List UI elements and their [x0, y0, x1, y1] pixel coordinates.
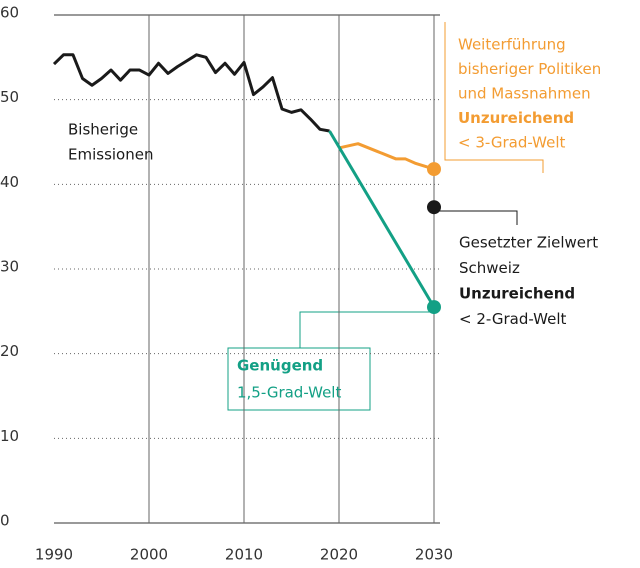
green-connector: [299, 311, 434, 348]
x-tick-label: 2020: [320, 546, 358, 564]
black-connector: [434, 210, 518, 225]
annotation-text: Bisherige: [68, 121, 138, 139]
annotation-text: Emissionen: [68, 146, 153, 164]
annotation-text: 1,5-Grad-Welt: [237, 384, 341, 402]
annotation-text: Genügend: [237, 357, 323, 375]
annotation-text: und Massnahmen: [458, 85, 591, 103]
y-tick-label: 60: [0, 4, 19, 22]
y-tick-label: 40: [0, 173, 19, 191]
y-tick-label: 20: [0, 342, 19, 360]
annotation-text: Weiterführung: [458, 36, 566, 54]
x-tick-label: 1990: [35, 546, 73, 564]
end-marker: [427, 300, 441, 315]
y-tick-label: 10: [0, 427, 19, 445]
annotation-text: Schweiz: [459, 259, 520, 277]
y-tick-label: 0: [0, 512, 10, 530]
orange-frame: [444, 22, 544, 173]
end-marker: [427, 200, 441, 215]
x-tick-label: 2030: [415, 546, 453, 564]
green-frame: [227, 347, 371, 411]
x-tick-label: 2010: [225, 546, 263, 564]
x-tick-label: 2000: [130, 546, 168, 564]
annotation-text: bisheriger Politiken: [458, 60, 601, 78]
annotation-text: Gesetzter Zielwert: [459, 234, 598, 252]
end-marker: [427, 162, 441, 177]
line: [328, 130, 436, 308]
annotation-text: Unzureichend: [458, 109, 574, 127]
annotation-text: Unzureichend: [459, 285, 575, 303]
line: [338, 142, 435, 171]
annotation-text: < 2-Grad-Welt: [459, 310, 566, 328]
y-tick-label: 50: [0, 88, 19, 106]
line: [52, 53, 330, 133]
y-tick-label: 30: [0, 258, 19, 276]
annotation-text: < 3-Grad-Welt: [458, 134, 565, 152]
